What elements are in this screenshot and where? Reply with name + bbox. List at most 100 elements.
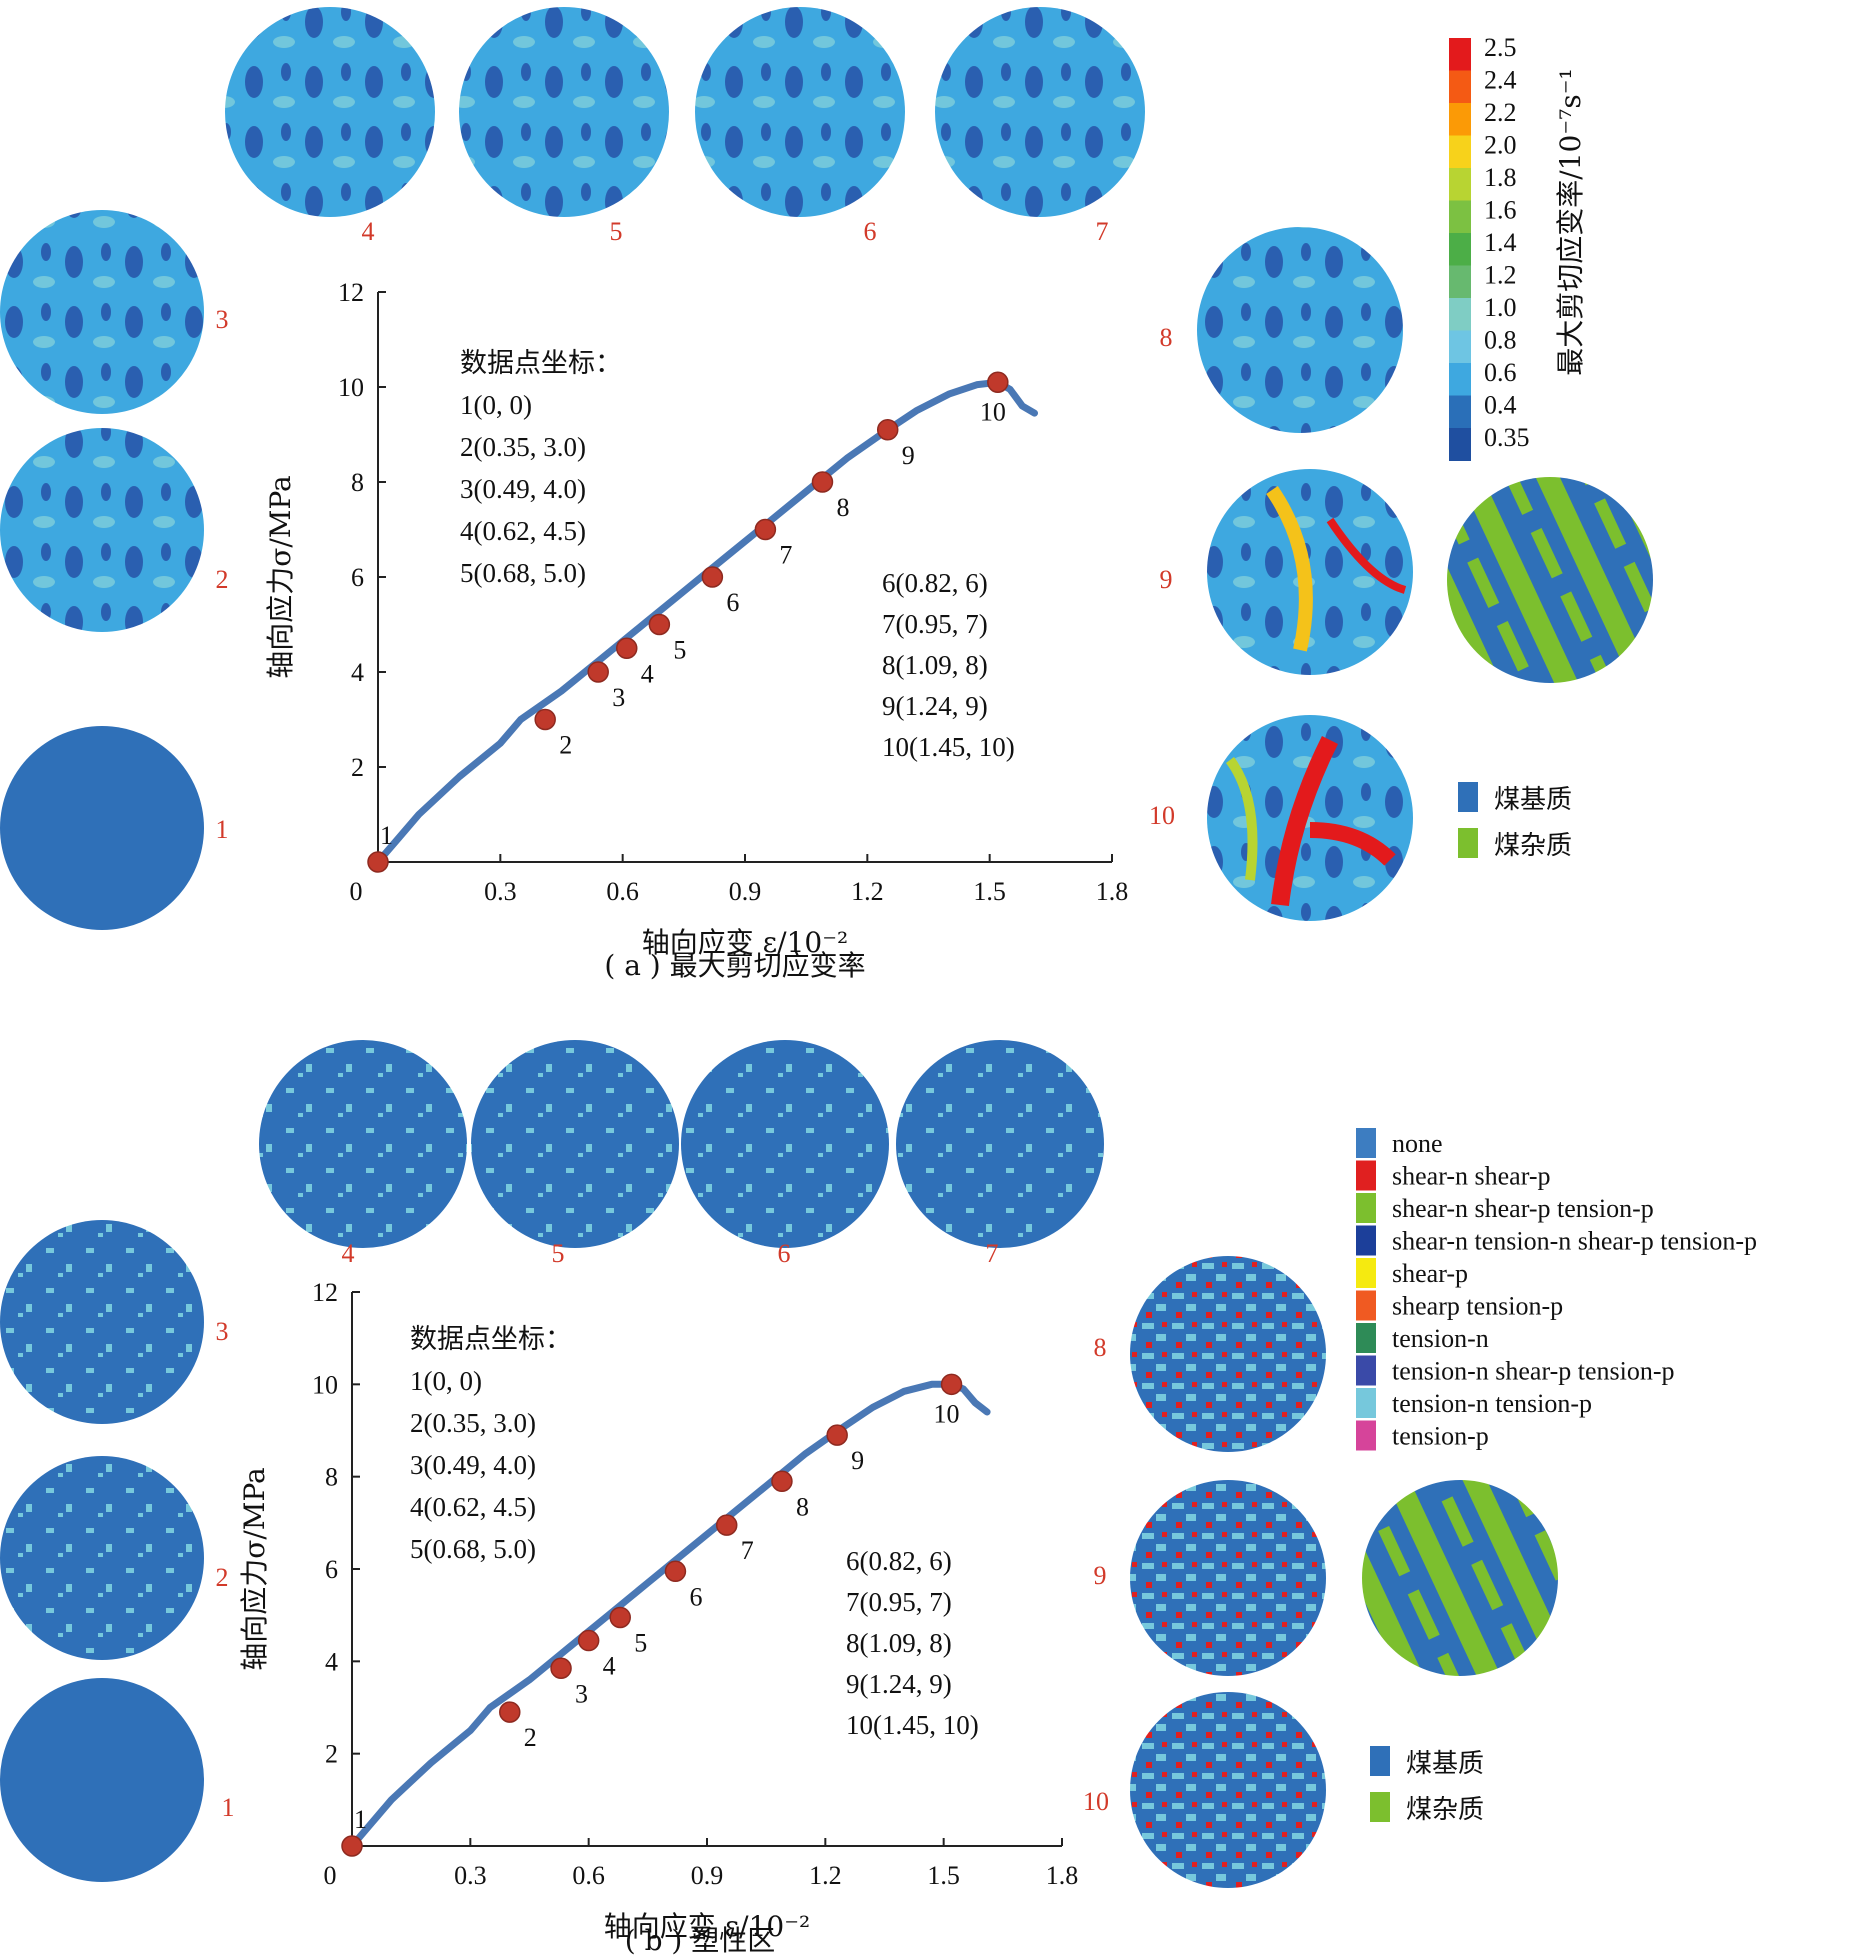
data-point-7 — [715, 1514, 738, 1536]
colorbar-tick-label: 0.35 — [1484, 423, 1530, 452]
snapshot-disc-7 — [896, 1040, 1104, 1248]
y-tick-label: 6 — [325, 1555, 338, 1584]
note-left-line: 3(0.49, 4.0) — [410, 1450, 536, 1480]
note-right-line: 7(0.95, 7) — [882, 609, 988, 639]
notes-title: 数据点坐标： — [460, 348, 622, 378]
colorbar-tick-label: 1.6 — [1484, 196, 1517, 225]
legend-label: shear-n tension-n shear-p tension-p — [1392, 1227, 1757, 1256]
data-point-3 — [587, 661, 609, 683]
y-tick-label: 4 — [351, 658, 364, 687]
snapshot-label: 9 — [1094, 1561, 1107, 1590]
data-point-label: 9 — [851, 1446, 864, 1475]
snapshot-disc-3 — [0, 1220, 204, 1424]
legend-label: tension-n shear-p tension-p — [1392, 1357, 1675, 1386]
colorbar-tick-label: 2.4 — [1484, 66, 1517, 95]
data-point-label: 8 — [796, 1492, 809, 1521]
snapshot-disc-6 — [695, 7, 905, 217]
snapshot-disc-2 — [0, 428, 204, 632]
note-left-line: 1(0, 0) — [410, 1366, 482, 1396]
colorbar-tick-label: 2.5 — [1484, 33, 1517, 62]
snapshot-disc-9 — [1130, 1480, 1326, 1676]
legend-swatch — [1356, 1160, 1376, 1191]
snapshot-label: 4 — [362, 217, 375, 246]
note-left-line: 4(0.62, 4.5) — [460, 516, 586, 546]
colorbar-segment — [1449, 103, 1471, 136]
data-point-label: 2 — [559, 731, 572, 760]
colorbar-tick-label: 1.8 — [1484, 163, 1517, 192]
data-point-2 — [499, 1701, 521, 1723]
colorbar-segment — [1449, 363, 1471, 396]
data-point-label: 6 — [726, 588, 739, 617]
data-point-1 — [367, 851, 389, 873]
snapshot-disc-8 — [1197, 227, 1403, 433]
note-right-line: 9(1.24, 9) — [846, 1669, 952, 1699]
data-point-label: 10 — [980, 397, 1006, 426]
colorbar-segment — [1449, 233, 1471, 266]
note-right-line: 10(1.45, 10) — [882, 732, 1015, 762]
colorbar-tick-label: 1.4 — [1484, 228, 1517, 257]
colorbar-segment — [1449, 395, 1471, 429]
x-tick-label: 1.8 — [1096, 877, 1129, 906]
snapshot-disc-3 — [0, 210, 204, 414]
data-point-label: 1 — [354, 1805, 367, 1834]
y-tick-label: 10 — [338, 373, 364, 402]
data-point-6 — [664, 1560, 687, 1583]
material-distribution-disc — [1447, 477, 1653, 683]
note-left-line: 3(0.49, 4.0) — [460, 474, 586, 504]
snapshot-label: 10 — [1083, 1787, 1109, 1816]
snapshot-label: 3 — [216, 305, 229, 334]
material-distribution-disc — [1362, 1480, 1558, 1676]
x-tick-label: 0 — [350, 877, 363, 906]
note-left-line: 2(0.35, 3.0) — [460, 432, 586, 462]
legend-label: none — [1392, 1129, 1443, 1158]
y-tick-label: 2 — [325, 1740, 338, 1769]
y-tick-label: 8 — [325, 1463, 338, 1492]
legend-label: shear-p — [1392, 1259, 1468, 1288]
x-tick-label: 1.5 — [973, 877, 1006, 906]
data-point-10 — [987, 371, 1009, 393]
x-tick-label: 0.9 — [691, 1861, 724, 1890]
x-tick-label: 1.2 — [809, 1861, 842, 1890]
legend-swatch — [1356, 1225, 1376, 1256]
data-point-9 — [876, 419, 899, 441]
legend-swatch — [1356, 1323, 1376, 1353]
x-tick-label: 1.2 — [851, 877, 884, 906]
shear-band — [1309, 822, 1396, 866]
legend-label: shear-n shear-p tension-p — [1392, 1194, 1654, 1223]
x-tick-label: 0.6 — [606, 877, 639, 906]
legend-swatch — [1356, 1128, 1376, 1158]
colorbar-segment — [1449, 265, 1471, 299]
colorbar-segment — [1449, 330, 1471, 364]
data-point-label: 7 — [741, 1536, 754, 1565]
legend-swatch — [1356, 1193, 1376, 1223]
legend-label-impurity: 煤杂质 — [1494, 831, 1572, 860]
snapshot-disc-6 — [681, 1040, 889, 1248]
legend-swatch — [1356, 1258, 1376, 1288]
snapshot-label: 3 — [216, 1317, 229, 1346]
legend-label: shear-n shear-p — [1392, 1162, 1551, 1191]
data-point-label: 7 — [779, 541, 792, 570]
snapshot-disc-5 — [471, 1040, 679, 1248]
legend-label: tension-p — [1392, 1422, 1489, 1451]
colorbar-segment — [1449, 298, 1471, 331]
shear-band — [1271, 735, 1339, 907]
snapshot-label: 1 — [222, 1793, 235, 1822]
y-tick-label: 8 — [351, 468, 364, 497]
data-point-9 — [826, 1424, 848, 1446]
snapshot-disc-7 — [935, 7, 1145, 217]
shear-band — [1225, 757, 1258, 881]
x-axis-title: 轴向应变 ε/10⁻² — [642, 926, 848, 959]
data-point-5 — [648, 613, 671, 636]
legend-label: shearp tension-p — [1392, 1292, 1563, 1321]
x-tick-label: 0.6 — [572, 1861, 605, 1890]
snapshot-label: 5 — [552, 1239, 565, 1268]
x-tick-label: 0.9 — [729, 877, 762, 906]
snapshot-disc-10 — [1207, 715, 1413, 921]
note-left-line: 2(0.35, 3.0) — [410, 1408, 536, 1438]
snapshot-label: 5 — [610, 217, 623, 246]
snapshot-label: 6 — [864, 217, 877, 246]
data-point-label: 1 — [380, 821, 393, 850]
note-right-line: 7(0.95, 7) — [846, 1587, 952, 1617]
